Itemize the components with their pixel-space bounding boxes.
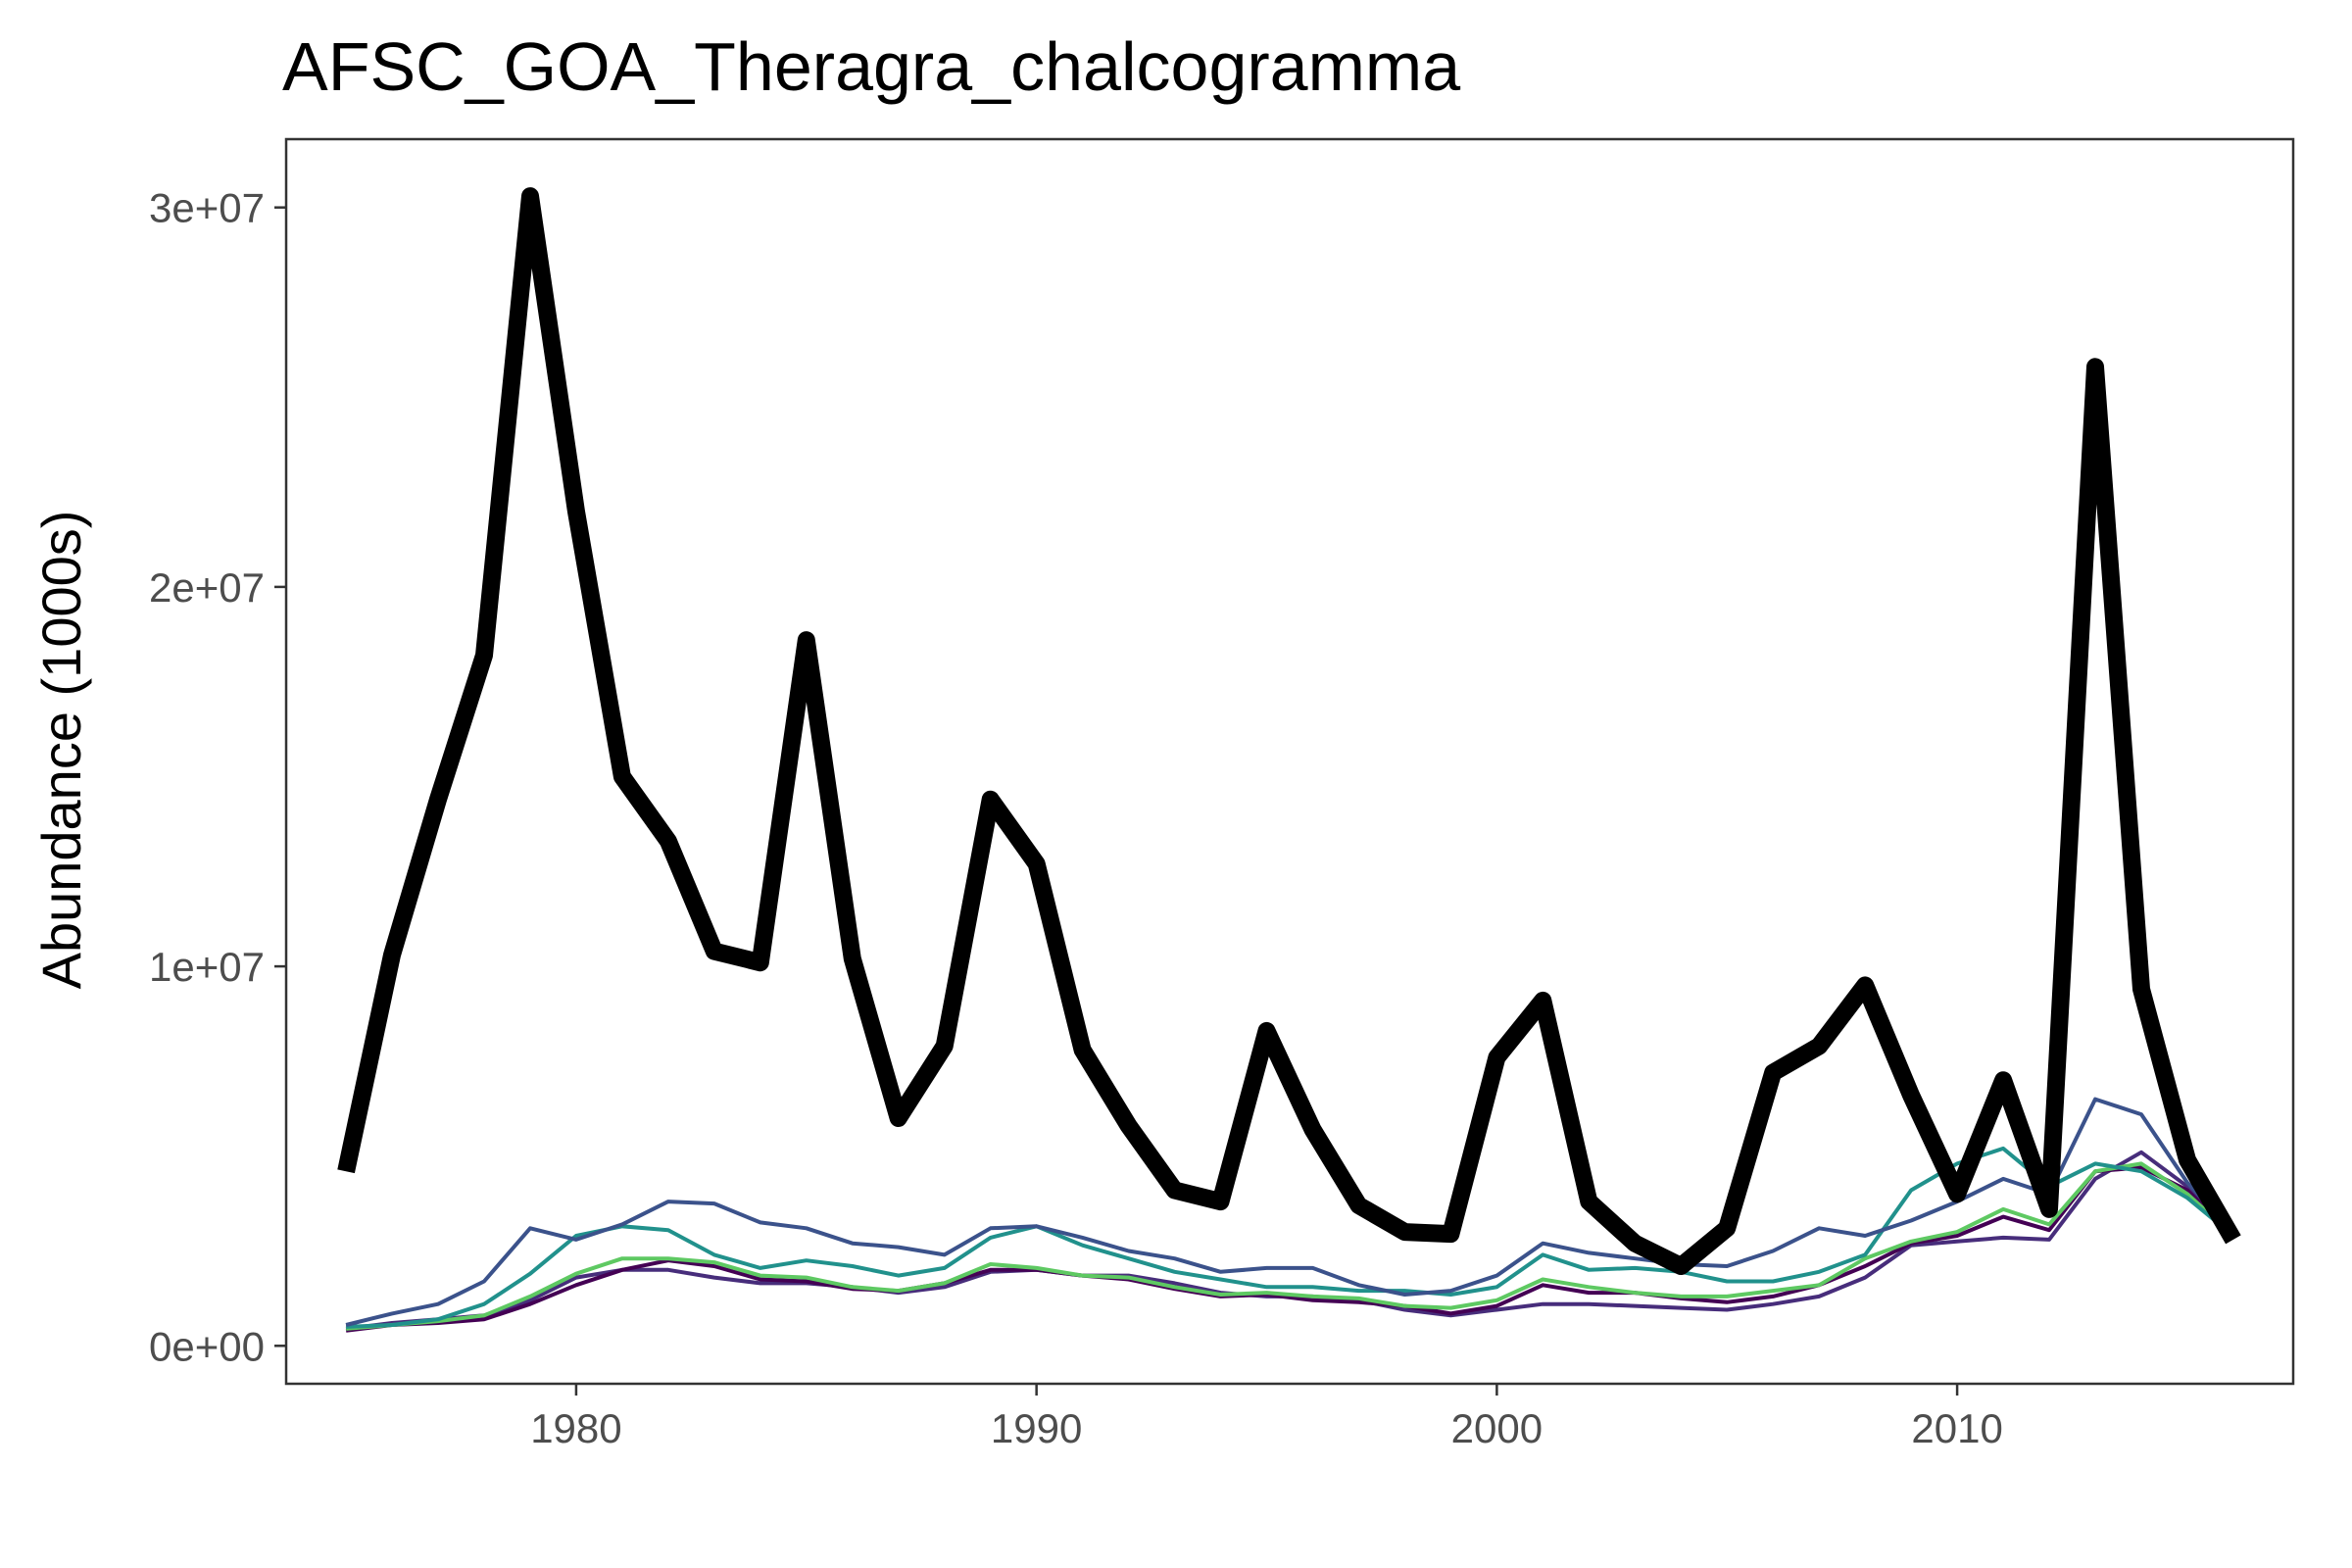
y-axis-title: Abundance (1000s) bbox=[30, 511, 92, 990]
series-layer bbox=[337, 187, 2241, 1333]
series-line-2 bbox=[345, 1097, 2235, 1327]
y-tick-label: 0e+00 bbox=[149, 1323, 265, 1369]
x-tick-label: 1980 bbox=[530, 1405, 621, 1451]
x-tick-label: 1990 bbox=[991, 1405, 1082, 1451]
series-line-4 bbox=[345, 1161, 2235, 1331]
x-tick-label: 2010 bbox=[1911, 1405, 2002, 1451]
x-tick-label: 2000 bbox=[1451, 1405, 1543, 1451]
y-tick-label: 2e+07 bbox=[149, 564, 265, 611]
series-line-5 bbox=[345, 1165, 2235, 1333]
series-line-1 bbox=[337, 187, 2241, 1275]
y-tick-label: 3e+07 bbox=[149, 185, 265, 231]
plot-panel-border bbox=[284, 137, 2295, 1386]
axes-layer: 0e+00 1e+07 2e+07 3e+07 1980 1990 2000 2010 bbox=[149, 185, 2003, 1451]
y-tick-label: 1e+07 bbox=[149, 944, 265, 990]
chart-title: AFSC_GOA_Theragra_chalcogramma bbox=[282, 28, 1460, 105]
series-line-3 bbox=[346, 1146, 2235, 1329]
